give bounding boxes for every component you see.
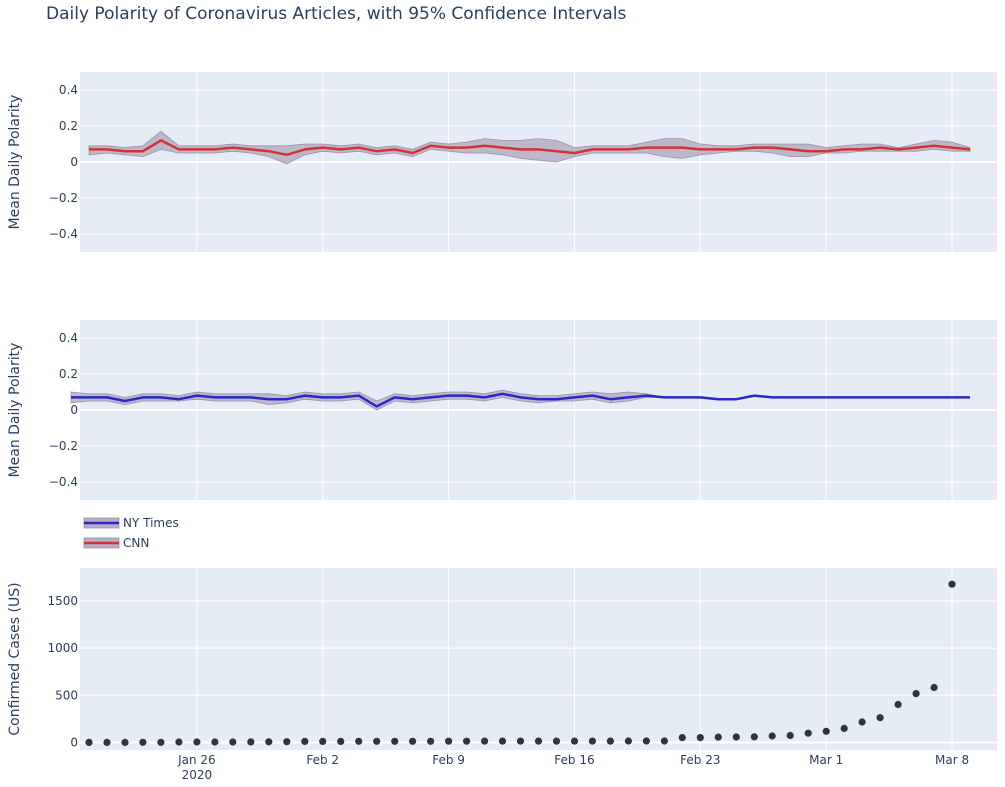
y-tick-label: −0.4: [49, 475, 78, 489]
data-point: [337, 737, 345, 746]
plot-area: [80, 568, 997, 750]
x-tick-label: Jan 26: [177, 753, 216, 767]
data-point: [714, 733, 722, 741]
y-tick-label: 1500: [47, 594, 78, 608]
x-tick-label: Feb 16: [554, 753, 594, 767]
data-point: [85, 738, 93, 747]
data-point: [948, 580, 956, 588]
data-point: [570, 737, 579, 745]
x-tick-label: Feb 23: [680, 753, 720, 767]
x-tick-label: Mar 1: [809, 753, 843, 767]
data-point: [445, 737, 453, 745]
y-tick-label: 1000: [47, 641, 78, 655]
data-point: [193, 738, 201, 746]
legend-label: CNN: [123, 536, 149, 550]
data-point: [121, 738, 129, 747]
panel-bottom: 0 500 1000 1500 Confirmed Cases (US): [7, 568, 997, 750]
data-point: [265, 738, 273, 746]
data-point: [642, 737, 651, 745]
data-point: [247, 738, 255, 746]
y-tick-label: 0: [70, 735, 78, 749]
data-point: [211, 738, 219, 746]
data-point: [229, 738, 237, 746]
panel-middle: −0.4 −0.2 0 0.2 0.4 Mean Daily Polarity: [7, 320, 997, 500]
data-point: [427, 737, 435, 745]
data-point: [139, 738, 147, 746]
y-tick-label: −0.4: [49, 227, 78, 241]
data-point: [840, 724, 848, 733]
data-point: [660, 737, 669, 745]
confidence-band-cnn: [88, 130, 971, 165]
data-point: [750, 733, 758, 741]
data-point: [552, 737, 561, 745]
legend[interactable]: NY Times CNN: [83, 516, 179, 550]
data-point: [858, 718, 866, 726]
data-point: [283, 738, 291, 746]
data-point: [804, 729, 812, 737]
data-point: [463, 737, 471, 745]
legend-item-ny-times[interactable]: NY Times: [83, 516, 179, 530]
data-point: [103, 738, 111, 747]
data-point: [157, 738, 165, 746]
data-point: [355, 737, 363, 745]
data-point: [481, 737, 489, 745]
y-axis-title: Mean Daily Polarity: [7, 343, 23, 478]
data-point: [894, 700, 902, 709]
y-tick-label: 0: [70, 403, 78, 417]
data-point: [175, 738, 183, 746]
x-tick-label: Feb 2: [306, 753, 339, 767]
data-point: [876, 714, 884, 722]
legend-label: NY Times: [123, 516, 179, 530]
data-point: [588, 737, 597, 745]
series-line-ny-times: [71, 392, 970, 408]
y-tick-label: 0.4: [59, 331, 78, 345]
data-point: [822, 727, 830, 735]
data-point: [786, 731, 794, 740]
data-point: [391, 737, 399, 745]
legend-item-cnn[interactable]: CNN: [83, 536, 149, 550]
y-axis-title: Mean Daily Polarity: [7, 95, 23, 230]
y-tick-label: −0.2: [49, 191, 78, 205]
data-point: [930, 683, 938, 692]
data-point: [301, 737, 309, 746]
y-tick-label: −0.2: [49, 439, 78, 453]
y-tick-label: 500: [55, 688, 78, 702]
data-point: [678, 734, 686, 742]
data-point: [696, 734, 704, 742]
data-point: [319, 737, 327, 746]
data-point: [516, 737, 525, 745]
y-tick-label: 0.4: [59, 83, 78, 97]
data-point: [732, 733, 740, 741]
data-point: [373, 737, 381, 745]
x-tick-sublabel: 2020: [182, 768, 213, 782]
panel-top: −0.4 −0.2 0 0.2 0.4 Mean Daily Polarity: [7, 72, 997, 252]
y-tick-label: 0: [70, 155, 78, 169]
data-point: [912, 690, 920, 698]
x-tick-label: Mar 8: [935, 753, 969, 767]
x-tick-label: Feb 9: [432, 753, 465, 767]
data-point: [606, 737, 615, 745]
data-point: [624, 737, 633, 745]
data-point: [534, 737, 543, 745]
series-line-cnn: [89, 139, 971, 157]
chart-title: Daily Polarity of Coronavirus Articles, …: [46, 4, 626, 24]
data-point: [409, 737, 417, 745]
data-point: [768, 732, 776, 740]
data-point: [498, 737, 507, 745]
y-tick-label: 0.2: [59, 367, 78, 381]
y-tick-label: 0.2: [59, 119, 78, 133]
y-axis-title: Confirmed Cases (US): [7, 582, 23, 735]
